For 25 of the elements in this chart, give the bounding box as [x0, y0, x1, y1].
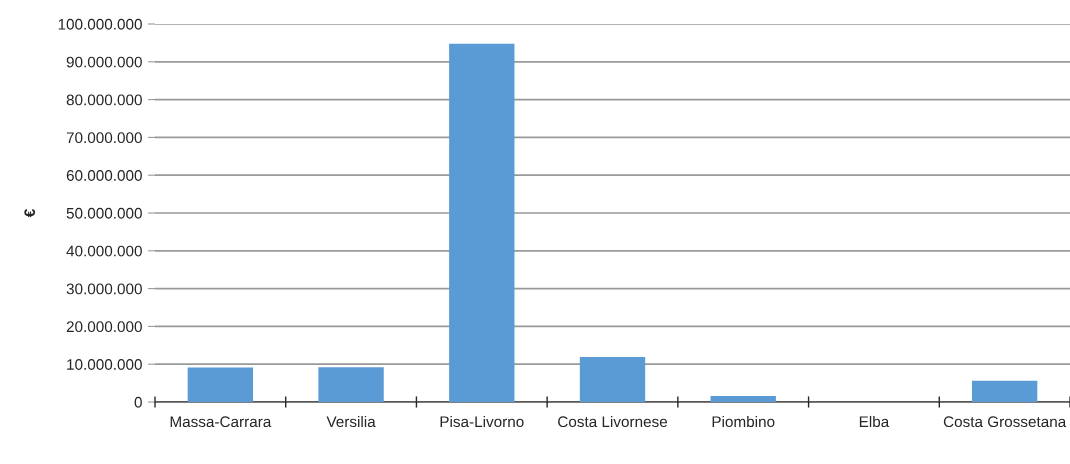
x-tick-label: Costa Livornese [558, 415, 668, 428]
x-tick-label: Costa Grossetana [943, 416, 1067, 428]
y-tick-label: 70.000.000 [66, 132, 142, 144]
y-tick-label: 0 [134, 396, 142, 408]
y-tick-label: 80.000.000 [66, 94, 142, 106]
y-tick-label: 40.000.000 [66, 245, 142, 257]
y-tick-label: 10.000.000 [67, 359, 142, 370]
y-tick-label: 100.000.000 [58, 18, 142, 30]
bar [579, 357, 646, 402]
bar [449, 43, 515, 402]
y-axis-title: € [24, 209, 36, 218]
y-tick-label: 90.000.000 [66, 56, 142, 68]
bar [971, 380, 1038, 402]
x-tick-label: Massa-Carrara [170, 416, 272, 428]
y-tick-label: 20.000.000 [66, 321, 142, 333]
y-tick-label: 30.000.000 [66, 283, 142, 295]
x-tick-label: Pisa-Livorno [440, 415, 524, 428]
x-tick-label: Versilia [326, 415, 376, 428]
bar [710, 395, 776, 402]
y-tick-label: 60.000.000 [66, 170, 142, 181]
bar [318, 367, 384, 402]
x-tick-label: Elba [859, 415, 890, 428]
x-tick-label: Piombino [712, 415, 775, 428]
bar [187, 367, 254, 402]
y-tick-label: 50.000.000 [66, 207, 142, 219]
